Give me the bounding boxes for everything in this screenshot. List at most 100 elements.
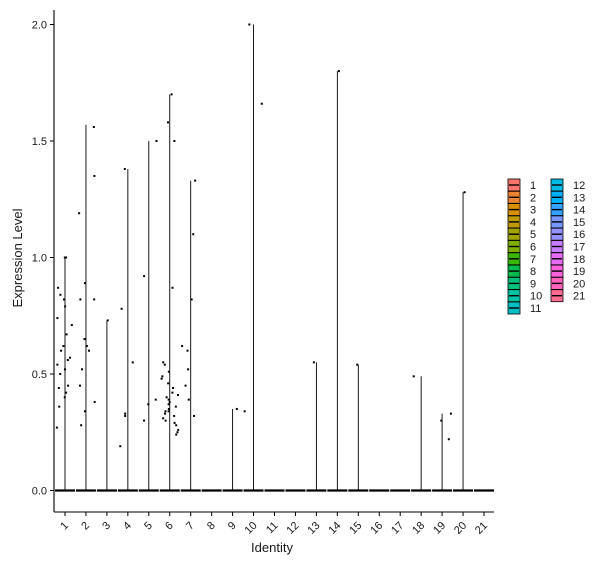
data-point [187,398,190,401]
data-point [173,414,176,417]
data-point [55,426,58,429]
x-tick-label: 7 [184,520,197,533]
data-point [190,298,193,301]
data-point [154,398,157,401]
data-point [243,410,246,413]
data-point [88,349,91,352]
legend-label: 10 [530,291,542,303]
data-point [65,333,68,336]
x-tick-label: 21 [473,520,490,537]
legend-item: 5 [507,227,536,241]
data-point [174,405,177,408]
data-point [164,412,167,415]
data-point [83,410,86,413]
legend-item: 12 [550,178,585,192]
data-point [124,414,127,417]
data-point [69,356,72,359]
data-point [143,275,146,278]
x-tick-label: 16 [368,520,385,537]
data-point [176,431,179,434]
legend-item: 8 [507,264,536,278]
data-point [175,424,178,427]
data-point [106,319,109,322]
data-point [64,305,67,308]
data-point [167,407,170,410]
legend-label: 21 [573,291,585,303]
x-tick-label: 3 [100,520,113,533]
x-tick-label: 20 [452,520,469,537]
legend-item: 14 [550,203,585,217]
x-tick-label: 12 [284,520,301,537]
data-point [67,384,70,387]
data-point [177,428,180,431]
data-point [171,391,174,394]
data-point [161,375,164,378]
data-point [56,363,59,366]
data-point [260,102,263,105]
data-point [80,424,83,427]
data-point [337,70,340,73]
data-point [131,361,134,364]
data-point [186,349,189,352]
x-tick-label: 4 [121,520,134,533]
data-point [187,368,190,371]
data-point [447,438,450,441]
legend-label: 15 [573,217,585,229]
data-point [356,363,359,366]
legend-item: 2 [507,190,536,204]
data-point [167,398,170,401]
data-point [193,414,196,417]
legend-label: 5 [530,229,536,241]
y-tick-label: 0.5 [32,369,47,381]
data-point [93,400,96,403]
data-point [181,345,184,348]
data-point [79,384,82,387]
data-point [155,140,158,142]
legend-label: 9 [530,278,536,290]
data-point [83,338,86,341]
data-point [449,412,452,415]
x-tick-label: 9 [226,520,239,533]
legend-label: 16 [573,229,585,241]
data-point [162,417,165,420]
data-point [167,370,170,373]
legend-label: 19 [573,266,585,278]
y-axis-title: Expression Level [10,208,25,307]
data-point [57,386,60,389]
legend-label: 11 [530,303,541,315]
data-point [147,403,150,406]
legend-item: 13 [550,190,585,204]
data-point [57,286,60,289]
y-tick-label: 0.0 [32,486,47,498]
data-point [164,410,167,413]
data-point [59,293,62,296]
legend-item: 7 [507,252,536,266]
data-point [165,396,168,399]
legend-item: 17 [550,240,585,254]
legend-item: 21 [550,289,585,303]
data-point [79,298,82,301]
data-point [175,433,178,436]
data-point [65,391,68,394]
data-point [194,179,197,182]
data-point [312,361,315,364]
data-point [58,405,61,408]
x-tick-label: 15 [347,520,364,537]
data-point [184,384,187,387]
x-tick-label: 5 [142,520,155,533]
legend-label: 1 [530,180,536,192]
legend-item: 20 [550,276,585,290]
data-point [70,324,73,327]
x-tick-label: 6 [163,520,176,533]
x-axis-title: Identity [251,540,293,555]
legend-label: 4 [530,217,536,229]
data-point [93,298,96,301]
legend-label: 18 [573,254,585,266]
data-point [63,368,66,371]
x-tick-label: 14 [326,520,343,537]
legend-label: 12 [573,180,585,192]
data-point [124,412,127,415]
legend-item: 3 [507,203,536,217]
